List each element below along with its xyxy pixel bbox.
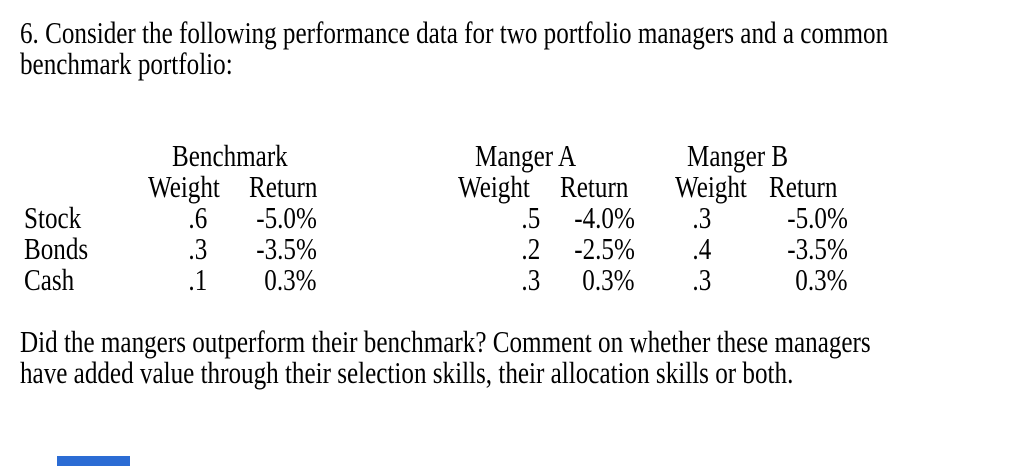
cell-stock-manager-a-return: -4.0%	[574, 200, 635, 235]
cell-cash-benchmark-return: 0.3%	[264, 262, 317, 297]
question-line-1: Did the mangers outperform their benchma…	[20, 324, 871, 359]
question-line-2: have added value through their selection…	[20, 355, 794, 390]
cell-bonds-manager-b-return: -3.5%	[787, 231, 848, 266]
cell-cash-manager-a-return: 0.3%	[582, 262, 635, 297]
manager-a-weight-header: Weight	[458, 169, 530, 204]
manager-b-weight-header: Weight	[675, 169, 747, 204]
cell-stock-benchmark-return: -5.0%	[256, 200, 317, 235]
row-label-stock: Stock	[24, 200, 82, 235]
cell-cash-benchmark-weight: .1	[188, 262, 207, 297]
manager-b-return-header: Return	[768, 169, 837, 204]
cell-bonds-benchmark-return: -3.5%	[256, 231, 317, 266]
cell-bonds-benchmark-weight: .3	[188, 231, 207, 266]
cell-stock-manager-a-weight: .5	[521, 200, 540, 235]
cell-stock-manager-b-weight: .3	[692, 200, 711, 235]
row-label-cash: Cash	[24, 262, 75, 297]
table-group-header-manager-b: Manger B	[687, 138, 789, 173]
table-group-header-benchmark: Benchmark	[172, 138, 288, 173]
cell-cash-manager-b-weight: .3	[692, 262, 711, 297]
benchmark-weight-header: Weight	[148, 169, 220, 204]
intro-line-2: benchmark portfolio:	[20, 46, 233, 81]
manager-a-return-header: Return	[559, 169, 628, 204]
cell-bonds-manager-b-weight: .4	[692, 231, 711, 266]
cell-cash-manager-a-weight: .3	[521, 262, 540, 297]
cell-cash-manager-b-return: 0.3%	[795, 262, 848, 297]
intro-line-1: 6. Consider the following performance da…	[20, 15, 889, 50]
cell-bonds-manager-a-return: -2.5%	[574, 231, 635, 266]
cell-stock-manager-b-return: -5.0%	[787, 200, 848, 235]
benchmark-return-header: Return	[248, 169, 317, 204]
row-label-bonds: Bonds	[24, 231, 89, 266]
cell-bonds-manager-a-weight: .2	[521, 231, 540, 266]
table-group-header-manager-a: Manger A	[475, 138, 577, 173]
cell-stock-benchmark-weight: .6	[188, 200, 207, 235]
cutoff-blue-element	[57, 456, 130, 466]
